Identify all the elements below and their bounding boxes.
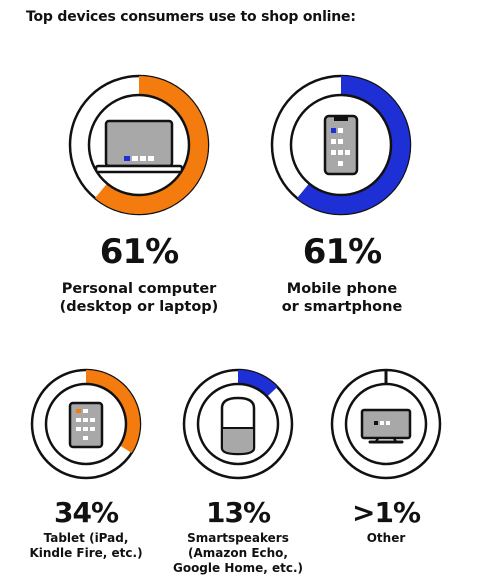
series-label-line: Mobile phone [286, 281, 398, 297]
percent-label: 13% [205, 496, 271, 529]
series-label-line: or smartphone [281, 299, 403, 316]
percent-label: 61% [99, 232, 179, 272]
segment-group [297, 76, 410, 214]
series-label-line: Kindle Fire, etc.) [29, 546, 143, 560]
donut-segment [297, 76, 410, 214]
donut-tablet [30, 368, 142, 480]
series-label-line: Google Home, etc.) [172, 561, 304, 575]
series-label: Personal computer (desktop or laptop) [29, 280, 249, 316]
tablet-icon [68, 401, 104, 449]
series-label: Tablet (iPad, Kindle Fire, etc.) [0, 531, 196, 561]
segment-group [384, 370, 388, 384]
donut-segment [238, 370, 278, 397]
series-label-line: Personal computer [61, 281, 217, 297]
segment-group [238, 370, 278, 397]
series-label-line: Tablet (iPad, [43, 531, 129, 545]
percent-label: 34% [53, 496, 119, 529]
segment-group [86, 370, 140, 453]
segment-group [95, 76, 208, 214]
donut-personal-computer [68, 74, 210, 216]
series-label-line: Smartspeakers [187, 531, 289, 545]
series-label: Mobile phone or smartphone [232, 280, 452, 316]
series-label-line: Other [366, 531, 406, 545]
smartphone-icon [323, 114, 359, 176]
laptop-icon [94, 119, 184, 174]
donut-segment [384, 370, 388, 384]
donut-smartspeakers [182, 368, 294, 480]
donut-other [330, 368, 442, 480]
page-title: Top devices consumers use to shop online… [26, 9, 356, 25]
percent-label: >1% [352, 496, 421, 529]
series-label: Smartspeakers (Amazon Echo, Google Home, e… [128, 531, 348, 576]
series-label-line: (Amazon Echo, [188, 546, 288, 560]
donut-segment [95, 76, 208, 214]
donut-segment [86, 370, 140, 453]
tv-icon [360, 408, 412, 444]
donut-mobile-phone [270, 74, 412, 216]
series-label-line: (desktop or laptop) [59, 299, 219, 316]
percent-label: 61% [302, 232, 382, 272]
smartspeaker-icon [220, 396, 256, 456]
series-label: Other [276, 531, 480, 546]
